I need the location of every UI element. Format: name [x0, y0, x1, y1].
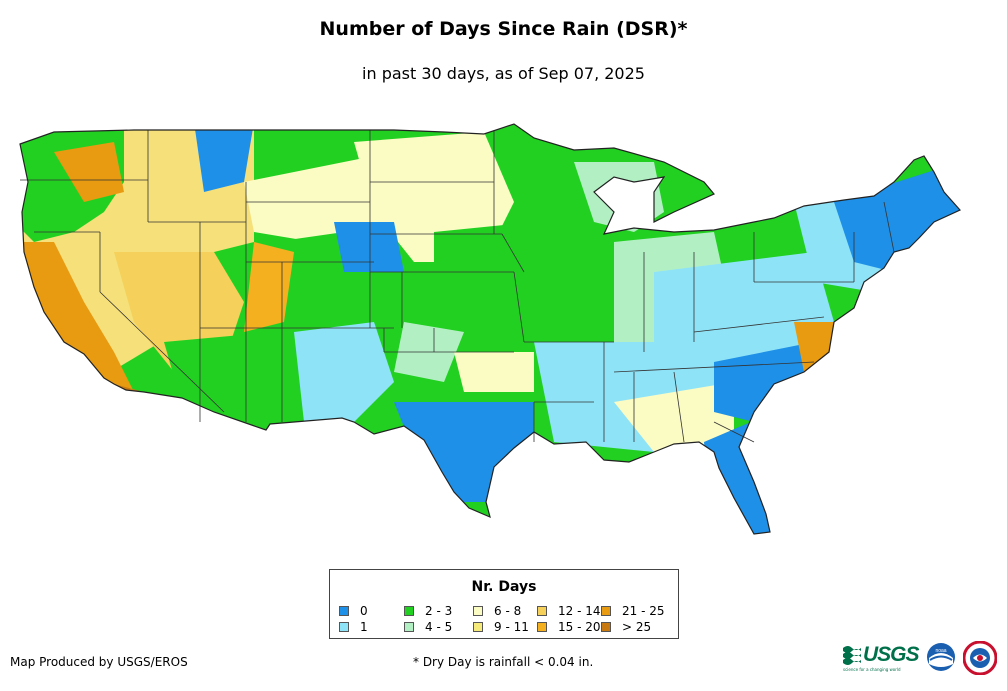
legend-label: 6 - 8 — [494, 604, 522, 618]
nws-logo-icon — [963, 641, 997, 675]
legend-item-8: 21 - 25 — [601, 604, 665, 618]
legend-label: 0 — [360, 604, 368, 618]
legend-swatch — [473, 622, 483, 632]
legend-swatch — [473, 606, 483, 616]
legend-item-1: 1 — [339, 620, 368, 634]
usgs-wave-icon — [843, 646, 861, 665]
legend-label: 21 - 25 — [622, 604, 665, 618]
legend-swatch — [339, 622, 349, 632]
legend-swatch — [339, 606, 349, 616]
noaa-logo-icon: noaa — [927, 643, 955, 671]
dsr-map — [19, 123, 961, 535]
legend-label: > 25 — [622, 620, 652, 634]
map-title: Number of Days Since Rain (DSR)* — [319, 18, 688, 40]
legend-swatch — [601, 622, 611, 632]
usgs-tagline: science for a changing world — [843, 667, 901, 672]
legend-swatch — [537, 606, 547, 616]
usgs-wordmark: USGS — [863, 643, 920, 666]
legend-item-0: 0 — [339, 604, 368, 618]
legend-label: 9 - 11 — [494, 620, 529, 634]
legend-item-5: 9 - 11 — [473, 620, 529, 634]
legend-swatch — [537, 622, 547, 632]
legend-label: 2 - 3 — [425, 604, 453, 618]
legend-item-7: 15 - 20 — [537, 620, 601, 634]
legend-item-3: 4 - 5 — [404, 620, 452, 634]
legend-swatch — [404, 622, 414, 632]
dry-day-note: * Dry Day is rainfall < 0.04 in. — [413, 655, 594, 669]
legend-label: 1 — [360, 620, 368, 634]
legend-item-9: > 25 — [601, 620, 651, 634]
legend-label: 12 - 14 — [558, 604, 601, 618]
usgs-logo: USGS science for a changing world — [843, 643, 920, 672]
legend-swatch — [601, 606, 611, 616]
legend-title: Nr. Days — [471, 579, 537, 595]
map-legend: Nr. Days 0 1 2 - 3 4 - 5 6 - 8 9 - 11 12… — [329, 569, 679, 639]
legend-item-4: 6 - 8 — [473, 604, 521, 618]
legend-item-6: 12 - 14 — [537, 604, 601, 618]
legend-item-2: 2 - 3 — [404, 604, 452, 618]
map-subtitle: in past 30 days, as of Sep 07, 2025 — [362, 64, 645, 83]
map-credit: Map Produced by USGS/EROS — [10, 655, 188, 669]
noaa-text: noaa — [935, 648, 946, 654]
legend-swatch — [404, 606, 414, 616]
legend-label: 4 - 5 — [425, 620, 453, 634]
legend-label: 15 - 20 — [558, 620, 601, 634]
